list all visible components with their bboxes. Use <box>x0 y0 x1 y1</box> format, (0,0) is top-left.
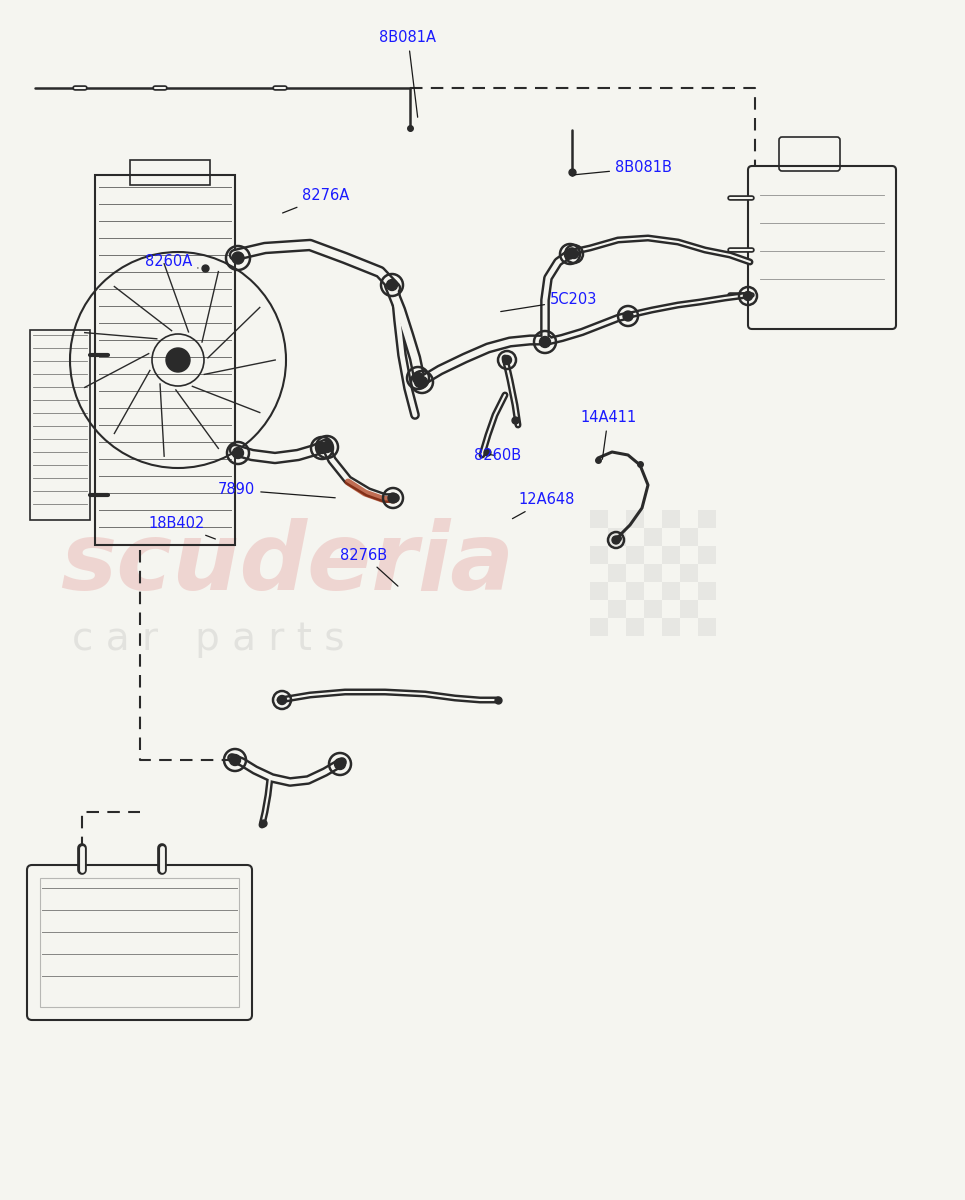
Circle shape <box>412 372 424 384</box>
Text: 5C203: 5C203 <box>501 293 597 312</box>
Circle shape <box>335 758 345 769</box>
Bar <box>130 160 210 185</box>
Bar <box>644 528 662 546</box>
Bar <box>644 600 662 618</box>
Bar <box>662 510 680 528</box>
Bar <box>662 618 680 636</box>
Bar <box>698 618 716 636</box>
Text: 8276B: 8276B <box>340 547 398 586</box>
Circle shape <box>166 348 190 372</box>
Bar <box>30 330 90 520</box>
Bar <box>698 546 716 564</box>
Circle shape <box>539 336 550 348</box>
Bar <box>40 878 239 1007</box>
Bar <box>608 600 626 618</box>
Circle shape <box>388 493 398 503</box>
Text: 8B081A: 8B081A <box>379 30 436 118</box>
Text: 7890: 7890 <box>218 482 335 498</box>
Text: 18B402: 18B402 <box>148 516 215 539</box>
Circle shape <box>623 311 633 320</box>
Text: 14A411: 14A411 <box>580 410 636 460</box>
Bar <box>698 582 716 600</box>
Text: scuderia: scuderia <box>60 518 514 610</box>
Circle shape <box>612 536 620 544</box>
Bar <box>590 582 608 600</box>
Circle shape <box>503 355 511 365</box>
Text: 8276A: 8276A <box>283 188 349 212</box>
Circle shape <box>232 252 244 264</box>
Circle shape <box>569 250 578 258</box>
Bar <box>608 528 626 546</box>
Bar <box>680 528 698 546</box>
Bar <box>590 510 608 528</box>
Circle shape <box>565 248 575 259</box>
Bar <box>644 564 662 582</box>
Bar <box>626 582 644 600</box>
Bar <box>626 546 644 564</box>
Bar <box>662 546 680 564</box>
Text: 8260B: 8260B <box>474 449 521 463</box>
Bar <box>590 618 608 636</box>
Circle shape <box>233 448 243 458</box>
Text: 12A648: 12A648 <box>512 492 574 518</box>
Bar <box>95 175 235 545</box>
Text: 8B081B: 8B081B <box>575 161 672 175</box>
Circle shape <box>321 442 333 452</box>
Bar <box>662 582 680 600</box>
Text: 8260A: 8260A <box>145 254 198 270</box>
Bar <box>608 564 626 582</box>
Circle shape <box>417 377 427 388</box>
Circle shape <box>230 755 240 766</box>
Bar <box>626 510 644 528</box>
Circle shape <box>743 292 753 300</box>
Text: c a r   p a r t s: c a r p a r t s <box>72 620 345 658</box>
Circle shape <box>278 696 287 704</box>
Bar <box>626 618 644 636</box>
Bar <box>590 546 608 564</box>
Circle shape <box>387 280 398 290</box>
Bar <box>698 510 716 528</box>
Bar <box>680 564 698 582</box>
Bar <box>680 600 698 618</box>
Circle shape <box>317 443 327 454</box>
